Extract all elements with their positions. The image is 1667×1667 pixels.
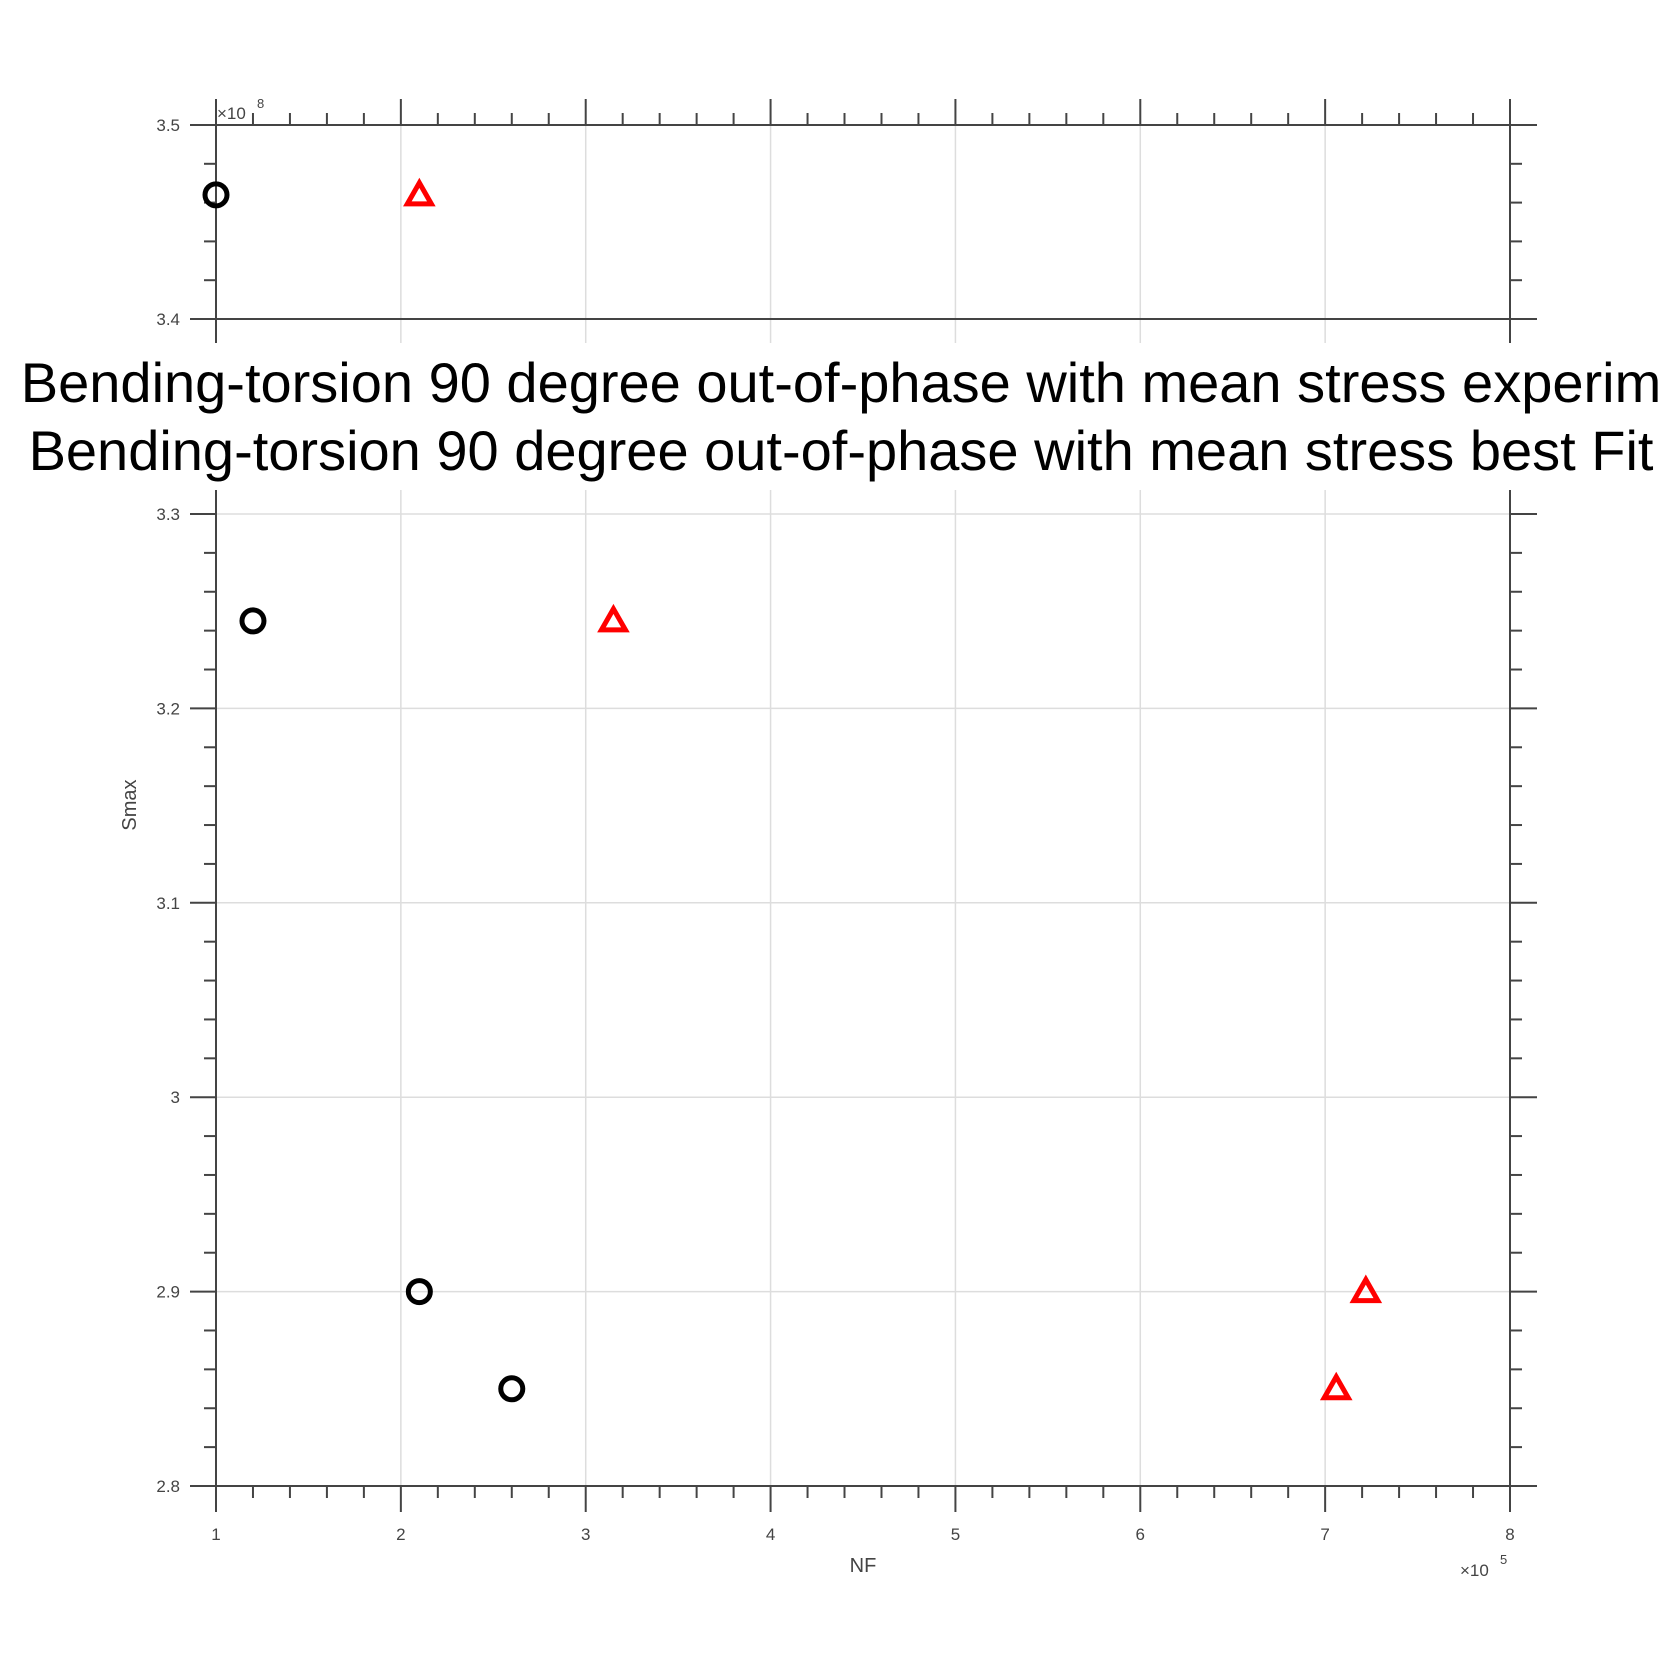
svg-text:×10: ×10: [1460, 1561, 1489, 1580]
x-tick-label: 5: [951, 1525, 960, 1544]
x-tick-label: 1: [211, 1525, 220, 1544]
y-tick-label: 3.4: [156, 310, 180, 329]
x-tick-label: 7: [1320, 1525, 1329, 1544]
x-tick-label: 3: [581, 1525, 590, 1544]
ticks: 2.8 2.9 3 3.1 3.2 3.3 3.4 3.5 1 2 3 4 5 6 7 8: [156, 99, 1537, 1544]
y-exponent-label: ×10 8: [217, 96, 264, 123]
x-axis-label: NF: [850, 1555, 877, 1577]
svg-text:5: 5: [1500, 1552, 1507, 1567]
x-exponent-label: ×10 5: [1460, 1552, 1507, 1580]
data-point-triangle: [1319, 1371, 1353, 1401]
legend-entry-experiment: Bending-torsion 90 degree out-of-phase w…: [21, 351, 1661, 414]
data-point-circle: [239, 607, 267, 635]
y-axis-label: Smax: [119, 779, 141, 830]
y-tick-label: 3.5: [156, 116, 180, 135]
y-tick-label: 3: [171, 1088, 180, 1107]
grid: [215, 99, 1511, 1487]
data-point-circle: [202, 181, 230, 209]
y-tick-label: 2.9: [156, 1283, 180, 1302]
legend: Bending-torsion 90 degree out-of-phase w…: [21, 351, 1661, 482]
data-marks: [202, 177, 1383, 1403]
y-tick-label: 3.1: [156, 894, 180, 913]
data-point-triangle: [403, 177, 436, 207]
svg-text:8: 8: [257, 96, 264, 111]
data-point-triangle: [1349, 1274, 1383, 1304]
x-tick-label: 6: [1136, 1525, 1145, 1544]
x-tick-label: 4: [766, 1525, 775, 1544]
x-tick-label: 8: [1505, 1525, 1514, 1544]
x-tick-label: 2: [396, 1525, 405, 1544]
svg-text:×10: ×10: [217, 104, 246, 123]
data-point-circle: [498, 1375, 526, 1403]
data-point-circle: [405, 1278, 433, 1306]
axes: [190, 99, 1537, 1512]
y-tick-label: 3.3: [156, 505, 180, 524]
legend-entry-best-fit: Bending-torsion 90 degree out-of-phase w…: [29, 419, 1654, 482]
y-tick-label: 3.2: [156, 699, 180, 718]
y-tick-label: 2.8: [156, 1477, 180, 1496]
data-point-triangle: [597, 603, 630, 633]
